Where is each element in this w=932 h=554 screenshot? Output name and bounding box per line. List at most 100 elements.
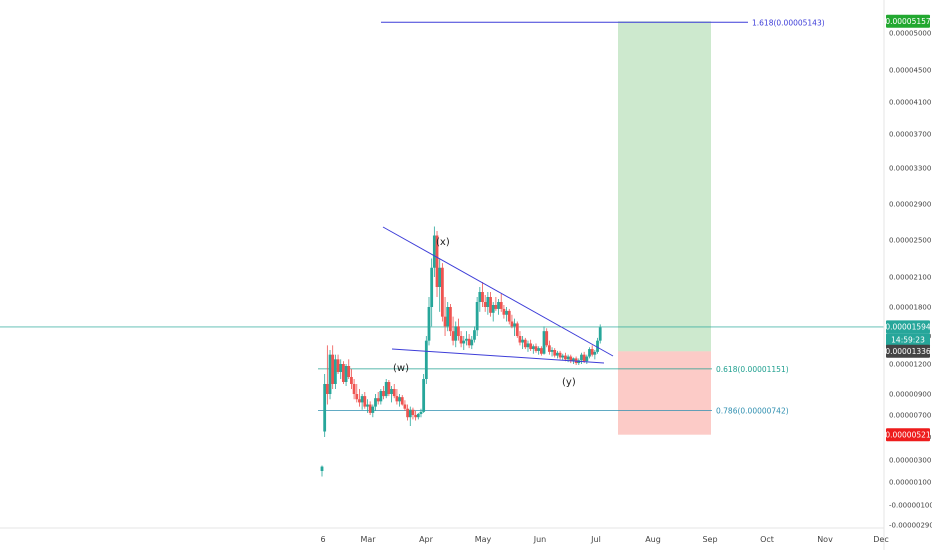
- candle-body-23: [382, 391, 385, 397]
- candle-body-53: [462, 340, 466, 344]
- candle-body-32: [406, 408, 409, 418]
- candle-body-9: [344, 366, 348, 382]
- candle-body-44: [438, 267, 442, 287]
- candle-body-26: [390, 389, 393, 394]
- candle-body-63: [489, 297, 492, 313]
- candle-body-45: [440, 267, 444, 317]
- candle-body-78: [529, 343, 533, 350]
- candle-body-104: [598, 327, 602, 341]
- fib-1618-label: 1.618(0.00005143): [752, 18, 825, 27]
- candle-body-4: [331, 354, 335, 384]
- y-tick-label-7: 0.00002100: [889, 274, 931, 282]
- candle-body-17: [366, 404, 369, 407]
- candle-body-28: [395, 396, 399, 402]
- candle-body-21: [376, 398, 380, 402]
- y-tick-label-2: 0.00004100: [889, 99, 931, 107]
- candle-body-33: [408, 409, 412, 418]
- candle-body-60: [481, 292, 484, 302]
- candle-body-89: [558, 352, 562, 358]
- x-tick-label-8: Oct: [760, 535, 774, 544]
- x-tick-label-4: Jun: [533, 535, 547, 544]
- candle-body-6: [336, 359, 340, 372]
- x-tick-label-7: Sep: [702, 535, 717, 544]
- candle-body-58: [475, 302, 479, 331]
- candle-body-25: [387, 382, 391, 394]
- candles: [320, 226, 602, 477]
- y-tick-label-15: 0.00000100: [889, 479, 931, 487]
- candle-body-47: [446, 307, 450, 327]
- candle-body-22: [379, 391, 383, 402]
- x-tick-label-5: Jul: [590, 535, 601, 544]
- candle-body-13: [355, 394, 359, 400]
- price-badge-4: [886, 428, 930, 442]
- candle-body-51: [457, 326, 460, 336]
- x-tick-label-0: 6: [320, 535, 325, 544]
- candle-body-69: [505, 310, 508, 315]
- x-tick-label-1: Mar: [360, 535, 376, 544]
- stop-zone: [618, 351, 711, 435]
- price-badge-label-2: 14:59:23: [891, 336, 925, 345]
- candle-body-48: [449, 307, 452, 332]
- candle-body-79: [531, 346, 535, 350]
- candle-body-12: [352, 384, 356, 394]
- candle-body-94: [572, 358, 575, 362]
- time-axis-ticks: 6 Mar Apr May Jun Jul Aug Sep Oct Nov Dec: [320, 535, 888, 544]
- candle-body-77: [526, 343, 530, 348]
- price-badge-2: [886, 333, 930, 347]
- triangle-upper-line: [382, 226, 614, 357]
- candle-body-55: [467, 338, 471, 346]
- candle-body-57: [473, 330, 476, 340]
- y-tick-label-1: 0.00004500: [889, 67, 931, 75]
- candle-body-93: [569, 356, 573, 362]
- candle-body-40: [427, 307, 431, 341]
- price-badge-label-0: 0.00005157: [885, 17, 931, 26]
- candle-body-59: [478, 292, 482, 302]
- candle-body-1: [323, 384, 327, 432]
- x-tick-label-6: Aug: [645, 535, 661, 544]
- candle-body-92: [566, 356, 570, 360]
- candle-body-103: [596, 340, 599, 352]
- y-tick-label-5: 0.00002900: [889, 201, 931, 209]
- candle-body-61: [483, 302, 487, 307]
- candle-body-37: [419, 411, 423, 414]
- candle-body-71: [510, 321, 514, 327]
- candle-body-73: [515, 323, 519, 336]
- candle-body-8: [342, 364, 345, 382]
- fib-0786-label: 0.786(0.00000742): [716, 407, 789, 416]
- candle-body-7: [339, 364, 343, 372]
- candle-body-90: [561, 355, 565, 358]
- candle-body-70: [507, 310, 511, 322]
- candle-body-91: [564, 355, 567, 360]
- x-tick-label-2: Apr: [419, 535, 434, 544]
- candle-body-38: [422, 379, 426, 412]
- wave-label-y: (y): [562, 377, 576, 388]
- y-tick-label-14: 0.00000300: [889, 457, 931, 465]
- candle-body-16: [363, 396, 367, 407]
- candle-body-98: [582, 354, 586, 362]
- candle-body-84: [545, 331, 549, 346]
- x-tick-label-10: Dec: [873, 535, 888, 544]
- candle-body-86: [550, 350, 554, 352]
- candle-body-18: [368, 404, 372, 413]
- price-badge-1: [886, 320, 930, 334]
- wave-label-x: (x): [436, 237, 450, 248]
- candle-body-54: [465, 338, 468, 341]
- y-tick-label-4: 0.00003300: [889, 165, 931, 173]
- candle-body-102: [593, 351, 597, 355]
- y-tick-label-10: 0.00001200: [889, 361, 931, 369]
- candle-body-39: [424, 340, 428, 379]
- candle-body-99: [585, 356, 589, 362]
- x-tick-label-3: May: [475, 535, 492, 544]
- candle-body-83: [542, 331, 546, 354]
- candle-body-49: [451, 331, 455, 341]
- candle-body-27: [392, 389, 396, 397]
- candle-body-24: [384, 382, 388, 397]
- candle-body-81: [537, 348, 541, 351]
- price-badge-label-1: 0.00001594: [885, 323, 931, 332]
- y-tick-label-17: -0.00000290: [889, 522, 932, 530]
- candle-body-97: [580, 354, 583, 361]
- candle-body-34: [411, 409, 415, 415]
